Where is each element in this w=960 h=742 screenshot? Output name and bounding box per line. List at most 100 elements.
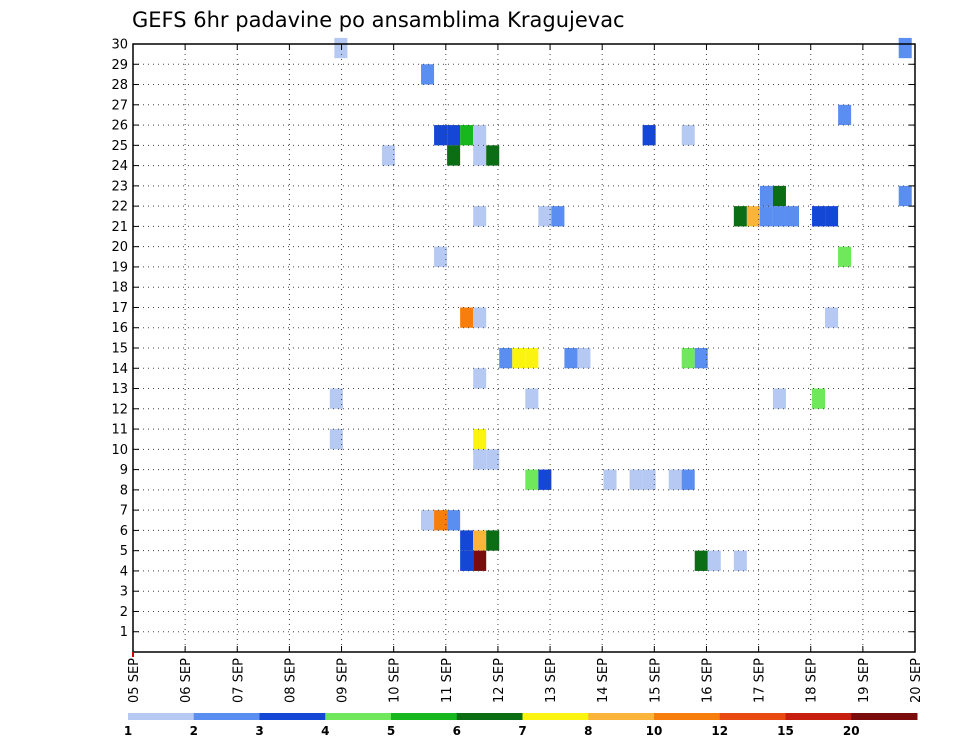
y-tick-label: 9: [120, 463, 128, 478]
x-tick-label: 14 SEP: [596, 658, 611, 703]
precip-cell: [898, 37, 912, 59]
precip-cell: [746, 206, 760, 227]
precip-cell: [460, 125, 474, 146]
precip-cell: [772, 206, 786, 227]
colorbar-label: 15: [777, 724, 794, 738]
precip-cell: [473, 429, 487, 450]
precip-cells: [329, 37, 912, 571]
precip-cell: [434, 510, 448, 531]
y-tick-label: 22: [111, 200, 128, 215]
precip-cell: [603, 469, 617, 490]
precip-cell: [785, 206, 800, 227]
y-tick-label: 7: [120, 504, 128, 519]
colorbar-label: 3: [255, 724, 263, 738]
precip-cell: [759, 185, 773, 207]
x-tick-label: 17 SEP: [753, 658, 768, 703]
precip-cell: [473, 206, 487, 227]
colorbar-swatch: [851, 713, 918, 720]
y-tick-label: 27: [111, 98, 128, 113]
axis-ticks: 1234567891011121314151617181920212223242…: [111, 38, 924, 703]
precip-cell: [486, 530, 500, 551]
y-tick-label: 21: [111, 220, 128, 235]
y-tick-label: 29: [111, 58, 128, 73]
precip-cell: [681, 469, 695, 490]
precip-cell: [525, 348, 539, 369]
colorbar-label: 10: [646, 724, 663, 738]
colorbar-swatch: [391, 713, 458, 720]
y-tick-label: 20: [111, 240, 128, 255]
y-tick-label: 2: [120, 605, 128, 620]
x-tick-label: 20 SEP: [909, 658, 924, 703]
colorbar-swatch: [325, 713, 392, 720]
y-tick-label: 19: [111, 260, 128, 275]
colorbar-label: 4: [321, 724, 329, 738]
precip-cell: [473, 125, 487, 146]
precip-cell: [434, 246, 448, 267]
x-tick-label: 05 SEP: [127, 658, 142, 703]
precip-cell: [733, 550, 747, 571]
precip-cell: [681, 125, 695, 146]
y-tick-label: 11: [111, 423, 128, 438]
precip-cell: [707, 550, 721, 571]
precip-cell: [898, 185, 912, 207]
precip-cell: [460, 307, 474, 328]
precip-cell: [460, 550, 474, 571]
precip-cell: [334, 37, 348, 59]
precip-cell: [733, 206, 747, 227]
colorbar-label: 12: [711, 724, 728, 738]
precip-cell: [564, 348, 578, 369]
precip-cell: [486, 449, 500, 470]
y-tick-label: 24: [111, 159, 128, 174]
y-tick-label: 18: [111, 281, 128, 296]
grid-lines: [133, 43, 915, 652]
colorbar-swatch: [654, 713, 721, 720]
colorbar-swatch: [588, 713, 655, 720]
precip-cell: [642, 125, 656, 146]
precip-cell: [499, 348, 513, 369]
y-tick-label: 5: [120, 544, 128, 559]
precip-cell: [694, 550, 708, 571]
colorbar-swatch: [785, 713, 852, 720]
colorbar-swatch: [522, 713, 589, 720]
precip-cell: [447, 510, 461, 531]
x-tick-label: 18 SEP: [805, 658, 820, 703]
y-tick-label: 23: [111, 179, 128, 194]
y-tick-label: 28: [111, 78, 128, 93]
precip-cell: [434, 125, 448, 146]
colorbar-label: 20: [843, 724, 860, 738]
colorbar-label: 8: [584, 724, 592, 738]
precip-cell: [447, 145, 461, 166]
y-tick-label: 6: [120, 524, 128, 539]
colorbar-label: 1: [124, 724, 132, 738]
x-tick-label: 08 SEP: [283, 658, 298, 703]
x-tick-label: 13 SEP: [544, 658, 559, 703]
precip-cell: [525, 388, 539, 409]
precip-cell: [473, 145, 487, 166]
y-tick-label: 4: [120, 564, 128, 579]
x-tick-label: 06 SEP: [179, 658, 194, 703]
precip-cell: [447, 125, 461, 146]
colorbar-label: 6: [453, 724, 461, 738]
x-tick-label: 15 SEP: [648, 658, 663, 703]
precip-cell: [486, 145, 500, 166]
y-tick-label: 30: [111, 38, 128, 53]
chart-title: GEFS 6hr padavine po ansamblima Kragujev…: [132, 8, 625, 32]
y-tick-label: 10: [111, 443, 128, 458]
precip-cell: [694, 348, 708, 369]
precip-cell: [473, 530, 487, 551]
precip-cell: [668, 469, 682, 490]
precip-cell: [772, 185, 786, 207]
precip-cell: [812, 206, 826, 227]
precip-cell: [473, 449, 487, 470]
precip-cell: [460, 530, 474, 551]
precip-cell: [642, 469, 656, 490]
x-tick-label: 12 SEP: [492, 658, 507, 703]
colorbar-swatch: [128, 713, 195, 720]
y-tick-label: 3: [120, 585, 128, 600]
colorbar-label: 7: [518, 724, 526, 738]
colorbar-swatch: [719, 713, 786, 720]
precip-cell: [551, 206, 565, 227]
y-tick-label: 8: [120, 483, 128, 498]
precip-cell: [838, 104, 852, 126]
